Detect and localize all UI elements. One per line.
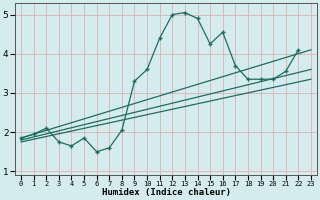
X-axis label: Humidex (Indice chaleur): Humidex (Indice chaleur)	[101, 188, 230, 197]
